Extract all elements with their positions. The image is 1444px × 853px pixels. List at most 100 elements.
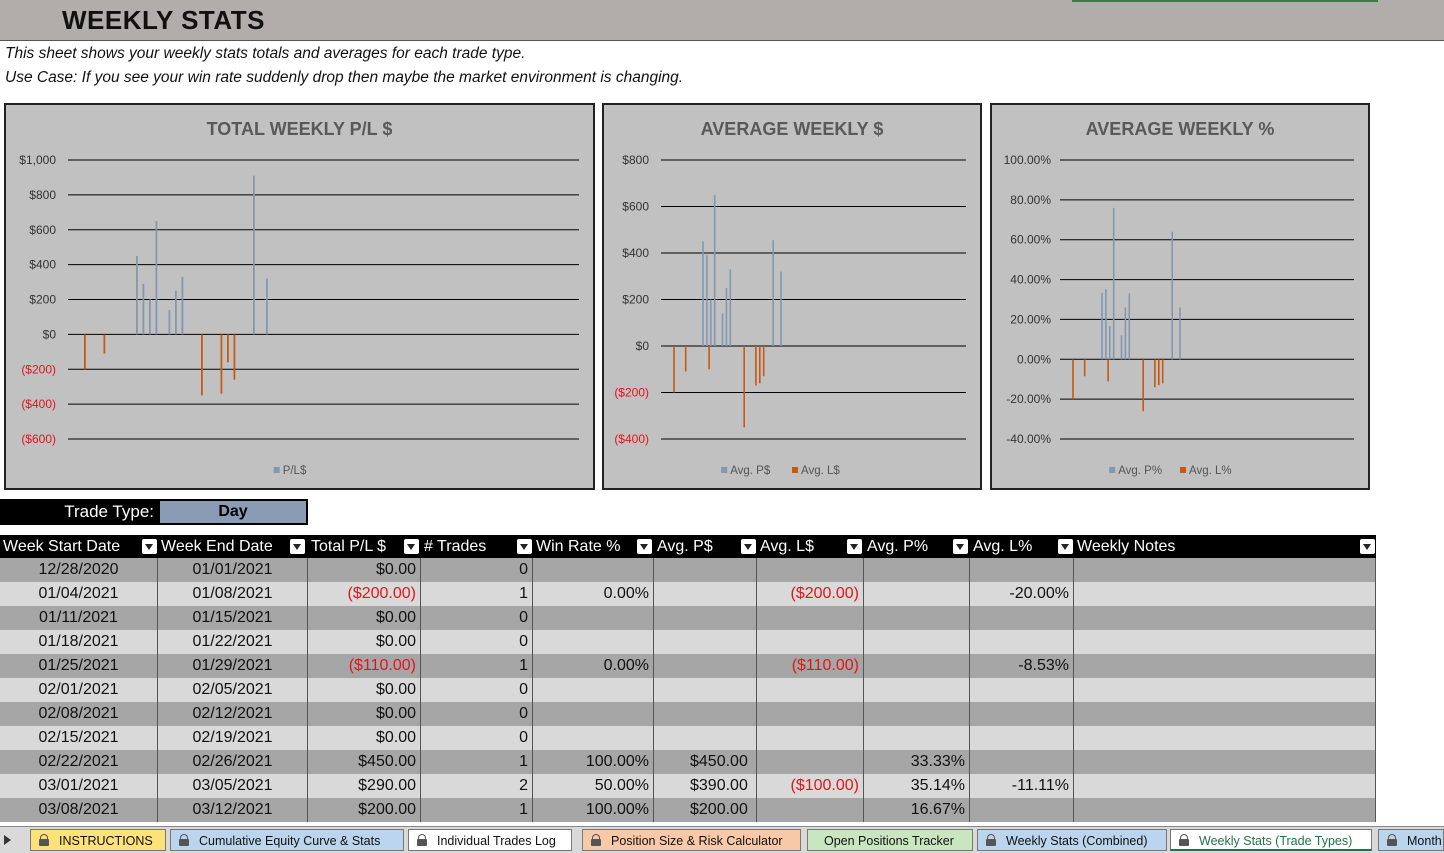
cell-avg-l-dollar[interactable] [757, 606, 864, 630]
cell-week-start[interactable]: 01/18/2021 [0, 630, 158, 654]
sheet-tab-0[interactable]: INSTRUCTIONS [30, 829, 166, 851]
cell-week-end[interactable]: 01/08/2021 [158, 582, 308, 606]
cell-win-rate[interactable]: 100.00% [533, 750, 654, 774]
cell-weekly-notes[interactable] [1074, 582, 1376, 606]
cell-weekly-notes[interactable] [1074, 750, 1376, 774]
cell-avg-p-pct[interactable] [864, 558, 970, 582]
sheet-tab-4[interactable]: Open Positions Tracker [807, 829, 973, 851]
cell-weekly-notes[interactable] [1074, 678, 1376, 702]
cell-avg-p-dollar[interactable] [654, 582, 757, 606]
table-row[interactable]: 03/01/2021 03/05/2021 $290.00 2 50.00% $390.0… [0, 774, 1376, 798]
cell-win-rate[interactable] [533, 606, 654, 630]
sheet-tab-7[interactable]: Month [1378, 829, 1444, 851]
chart-average-weekly-percent[interactable]: AVERAGE WEEKLY % 100.00% 80.00% 60.00% 40.00… [990, 103, 1370, 490]
cell-week-start[interactable]: 02/22/2021 [0, 750, 158, 774]
chart-average-weekly-dollar[interactable]: AVERAGE WEEKLY $ $800 $600 $400 $200 $0 ($200)… [602, 103, 982, 490]
cell-week-end[interactable]: 01/22/2021 [158, 630, 308, 654]
cell-week-start[interactable]: 01/11/2021 [0, 606, 158, 630]
cell-trades[interactable]: 0 [421, 630, 533, 654]
cell-trades[interactable]: 2 [421, 774, 533, 798]
cell-week-end[interactable]: 01/15/2021 [158, 606, 308, 630]
filter-dropdown-icon[interactable] [741, 539, 756, 554]
filter-dropdown-icon[interactable] [1360, 539, 1375, 554]
cell-week-start[interactable]: 01/25/2021 [0, 654, 158, 678]
filter-dropdown-icon[interactable] [290, 539, 305, 554]
sheet-tab-3[interactable]: Position Size & Risk Calculator [582, 829, 801, 851]
cell-trades[interactable]: 1 [421, 582, 533, 606]
cell-avg-l-pct[interactable]: -8.53% [970, 654, 1074, 678]
cell-week-end[interactable]: 03/05/2021 [158, 774, 308, 798]
cell-avg-p-pct[interactable]: 16.67% [864, 798, 970, 822]
cell-win-rate[interactable]: 0.00% [533, 654, 654, 678]
cell-avg-l-pct[interactable] [970, 726, 1074, 750]
cell-trades[interactable]: 1 [421, 654, 533, 678]
cell-avg-p-dollar[interactable]: $450.00 [654, 750, 757, 774]
cell-win-rate[interactable] [533, 630, 654, 654]
cell-avg-p-pct[interactable]: 33.33% [864, 750, 970, 774]
cell-avg-p-dollar[interactable] [654, 630, 757, 654]
cell-total-pl[interactable]: $0.00 [308, 630, 421, 654]
cell-avg-l-pct[interactable]: -20.00% [970, 582, 1074, 606]
cell-total-pl[interactable]: $0.00 [308, 606, 421, 630]
table-row[interactable]: 12/28/2020 01/01/2021 $0.00 0 [0, 558, 1376, 582]
filter-dropdown-icon[interactable] [953, 539, 968, 554]
cell-avg-p-pct[interactable] [864, 726, 970, 750]
cell-trades[interactable]: 0 [421, 678, 533, 702]
cell-week-start[interactable]: 01/04/2021 [0, 582, 158, 606]
table-row[interactable]: 01/25/2021 01/29/2021 ($110.00) 1 0.00% ($110… [0, 654, 1376, 678]
cell-weekly-notes[interactable] [1074, 606, 1376, 630]
cell-win-rate[interactable]: 50.00% [533, 774, 654, 798]
cell-avg-p-dollar[interactable] [654, 702, 757, 726]
sheet-tab-6[interactable]: Weekly Stats (Trade Types) [1170, 829, 1372, 851]
cell-avg-p-pct[interactable] [864, 678, 970, 702]
cell-avg-l-dollar[interactable] [757, 630, 864, 654]
tab-scroll-right-icon[interactable] [4, 835, 11, 845]
cell-week-end[interactable]: 02/12/2021 [158, 702, 308, 726]
cell-trades[interactable]: 0 [421, 606, 533, 630]
cell-trades[interactable]: 0 [421, 702, 533, 726]
cell-total-pl[interactable]: ($200.00) [308, 582, 421, 606]
cell-total-pl[interactable]: $0.00 [308, 558, 421, 582]
cell-avg-p-pct[interactable] [864, 702, 970, 726]
cell-week-start[interactable]: 12/28/2020 [0, 558, 158, 582]
cell-win-rate[interactable]: 0.00% [533, 582, 654, 606]
cell-week-end[interactable]: 02/05/2021 [158, 678, 308, 702]
cell-win-rate[interactable] [533, 702, 654, 726]
table-row[interactable]: 02/15/2021 02/19/2021 $0.00 0 [0, 726, 1376, 750]
cell-weekly-notes[interactable] [1074, 726, 1376, 750]
cell-avg-p-pct[interactable] [864, 630, 970, 654]
cell-avg-l-dollar[interactable] [757, 798, 864, 822]
cell-avg-l-dollar[interactable]: ($100.00) [757, 774, 864, 798]
cell-weekly-notes[interactable] [1074, 798, 1376, 822]
cell-week-end[interactable]: 01/29/2021 [158, 654, 308, 678]
cell-weekly-notes[interactable] [1074, 702, 1376, 726]
cell-avg-p-dollar[interactable]: $200.00 [654, 798, 757, 822]
cell-win-rate[interactable] [533, 726, 654, 750]
chart-total-weekly-pl[interactable]: TOTAL WEEKLY P/L $ $1,000 $800 $600 $400 $200… [4, 103, 595, 490]
cell-week-start[interactable]: 02/15/2021 [0, 726, 158, 750]
filter-dropdown-icon[interactable] [142, 539, 157, 554]
cell-total-pl[interactable]: ($110.00) [308, 654, 421, 678]
cell-avg-l-pct[interactable] [970, 606, 1074, 630]
cell-win-rate[interactable] [533, 678, 654, 702]
cell-week-start[interactable]: 03/08/2021 [0, 798, 158, 822]
cell-week-end[interactable]: 01/01/2021 [158, 558, 308, 582]
cell-win-rate[interactable] [533, 558, 654, 582]
cell-avg-p-dollar[interactable] [654, 678, 757, 702]
sheet-tab-5[interactable]: Weekly Stats (Combined) [977, 829, 1167, 851]
filter-dropdown-icon[interactable] [404, 539, 419, 554]
cell-avg-l-pct[interactable] [970, 798, 1074, 822]
cell-total-pl[interactable]: $450.00 [308, 750, 421, 774]
cell-avg-l-dollar[interactable] [757, 750, 864, 774]
cell-total-pl[interactable]: $290.00 [308, 774, 421, 798]
cell-weekly-notes[interactable] [1074, 558, 1376, 582]
cell-weekly-notes[interactable] [1074, 774, 1376, 798]
cell-avg-l-pct[interactable] [970, 750, 1074, 774]
cell-avg-p-dollar[interactable]: $390.00 [654, 774, 757, 798]
sheet-tab-1[interactable]: Cumulative Equity Curve & Stats [170, 829, 404, 851]
cell-avg-p-pct[interactable] [864, 606, 970, 630]
cell-week-start[interactable]: 02/08/2021 [0, 702, 158, 726]
table-row[interactable]: 01/04/2021 01/08/2021 ($200.00) 1 0.00% ($200… [0, 582, 1376, 606]
table-row[interactable]: 01/18/2021 01/22/2021 $0.00 0 [0, 630, 1376, 654]
cell-trades[interactable]: 1 [421, 750, 533, 774]
